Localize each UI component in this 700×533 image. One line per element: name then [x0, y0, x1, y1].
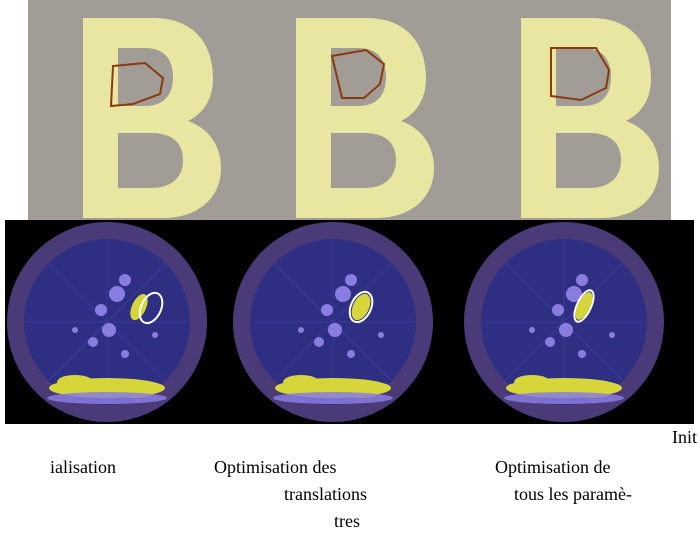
optimized-contour: [573, 289, 595, 323]
caption-initialisation-end: ialisation: [50, 457, 116, 477]
translated-contour: [330, 48, 386, 99]
initial-contour: [109, 61, 165, 108]
caption-all-params-line2: tous les paramè-: [514, 484, 632, 504]
translated-contour: [348, 290, 374, 324]
initial-contour: [138, 291, 164, 325]
radar-frame-2: [232, 221, 434, 423]
caption-translation-line1: Optimisation des: [214, 457, 337, 477]
radar-disc: [463, 221, 665, 423]
optimized-contour: [550, 47, 611, 102]
caption-translation-line3: tres: [334, 511, 360, 531]
letter-b-panel: [28, 0, 671, 220]
letter-b-frame-3: [521, 18, 659, 218]
radar-frame-1: [6, 221, 208, 423]
radar-frame-3: [463, 221, 665, 423]
caption-all-params-line1: Optimisation de: [495, 457, 611, 477]
radar-panel: [5, 220, 694, 424]
radar-echo: [351, 293, 371, 321]
letter-b-frame-1: [83, 18, 221, 218]
radar-disc: [232, 221, 434, 423]
caption-initialisation-start: Init: [672, 427, 697, 447]
radar-echo: [575, 292, 593, 320]
letter-b-frame-2: [296, 18, 434, 218]
caption-translation-line2: translations: [284, 484, 367, 504]
radar-disc: [6, 221, 208, 423]
